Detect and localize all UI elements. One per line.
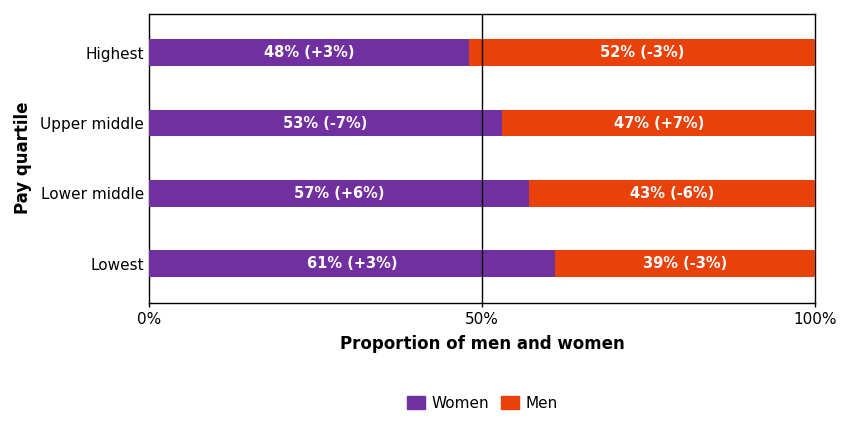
Text: 43% (-6%): 43% (-6%) — [630, 186, 714, 201]
Bar — [149, 110, 502, 136]
Bar — [528, 180, 815, 207]
Bar — [149, 250, 556, 277]
Legend: Women, Men: Women, Men — [402, 391, 563, 415]
Text: 39% (-3%): 39% (-3%) — [643, 256, 728, 271]
X-axis label: Proportion of men and women: Proportion of men and women — [340, 335, 625, 353]
Text: 53% (-7%): 53% (-7%) — [283, 115, 368, 131]
Bar — [469, 39, 815, 66]
Text: 52% (-3%): 52% (-3%) — [600, 45, 684, 60]
Text: 48% (+3%): 48% (+3%) — [264, 45, 354, 60]
Y-axis label: Pay quartile: Pay quartile — [14, 102, 31, 214]
Text: 61% (+3%): 61% (+3%) — [307, 256, 397, 271]
Bar — [556, 250, 815, 277]
Text: 57% (+6%): 57% (+6%) — [294, 186, 384, 201]
Bar — [149, 39, 469, 66]
Bar — [502, 110, 815, 136]
Text: 47% (+7%): 47% (+7%) — [614, 115, 704, 131]
Bar — [149, 180, 528, 207]
